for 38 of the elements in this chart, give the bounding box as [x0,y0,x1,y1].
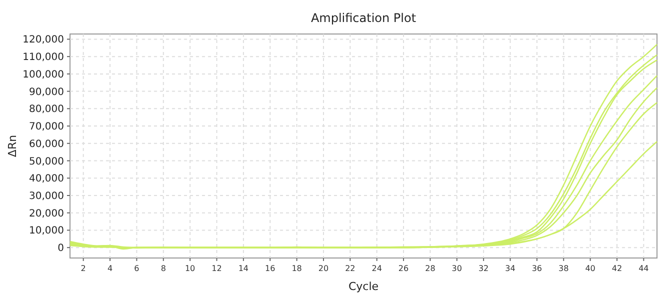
x-tick-label: 22 [345,264,356,273]
x-tick-label: 8 [160,264,166,273]
x-tick-label: 28 [425,264,436,273]
x-tick-label: 38 [558,264,569,273]
x-tick-label: 24 [372,264,382,273]
y-tick-label: 120,000 [22,34,64,46]
y-tick-label: 50,000 [29,156,64,168]
y-tick-label: 80,000 [29,104,64,116]
y-tick-label: 90,000 [29,86,64,98]
y-tick-label: 0 [58,243,64,254]
y-tick-label: 70,000 [29,122,64,133]
y-tick-label: 110,000 [22,52,64,64]
y-tick-label: 30,000 [29,190,64,202]
y-axis-title: ΔRn [6,134,19,158]
x-tick-label: 2 [80,264,86,273]
x-tick-label: 6 [134,264,140,273]
x-tick-label: 16 [265,264,276,273]
x-tick-label: 42 [612,264,622,273]
y-tick-label: 10,000 [29,226,64,237]
x-tick-label: 36 [532,264,542,273]
x-tick-label: 4 [107,264,113,273]
x-tick-label: 20 [318,264,329,273]
x-tick-label: 10 [184,264,196,273]
chart-title: Amplification Plot [310,11,416,25]
y-tick-label: 60,000 [29,138,64,150]
x-tick-label: 18 [292,264,302,273]
x-tick-label: 12 [212,264,222,273]
x-tick-label: 30 [452,264,462,273]
y-tick-label: 100,000 [22,69,64,80]
y-tick-label: 20,000 [29,208,64,220]
x-tick-label: 26 [398,264,409,273]
x-tick-label: 40 [585,264,596,273]
x-axis-title: Cycle [348,280,379,293]
x-tick-label: 14 [238,264,249,273]
x-tick-label: 34 [505,264,516,273]
y-tick-label: 40,000 [29,174,64,185]
x-tick-label: 44 [638,264,649,273]
x-tick-label: 32 [478,264,489,273]
